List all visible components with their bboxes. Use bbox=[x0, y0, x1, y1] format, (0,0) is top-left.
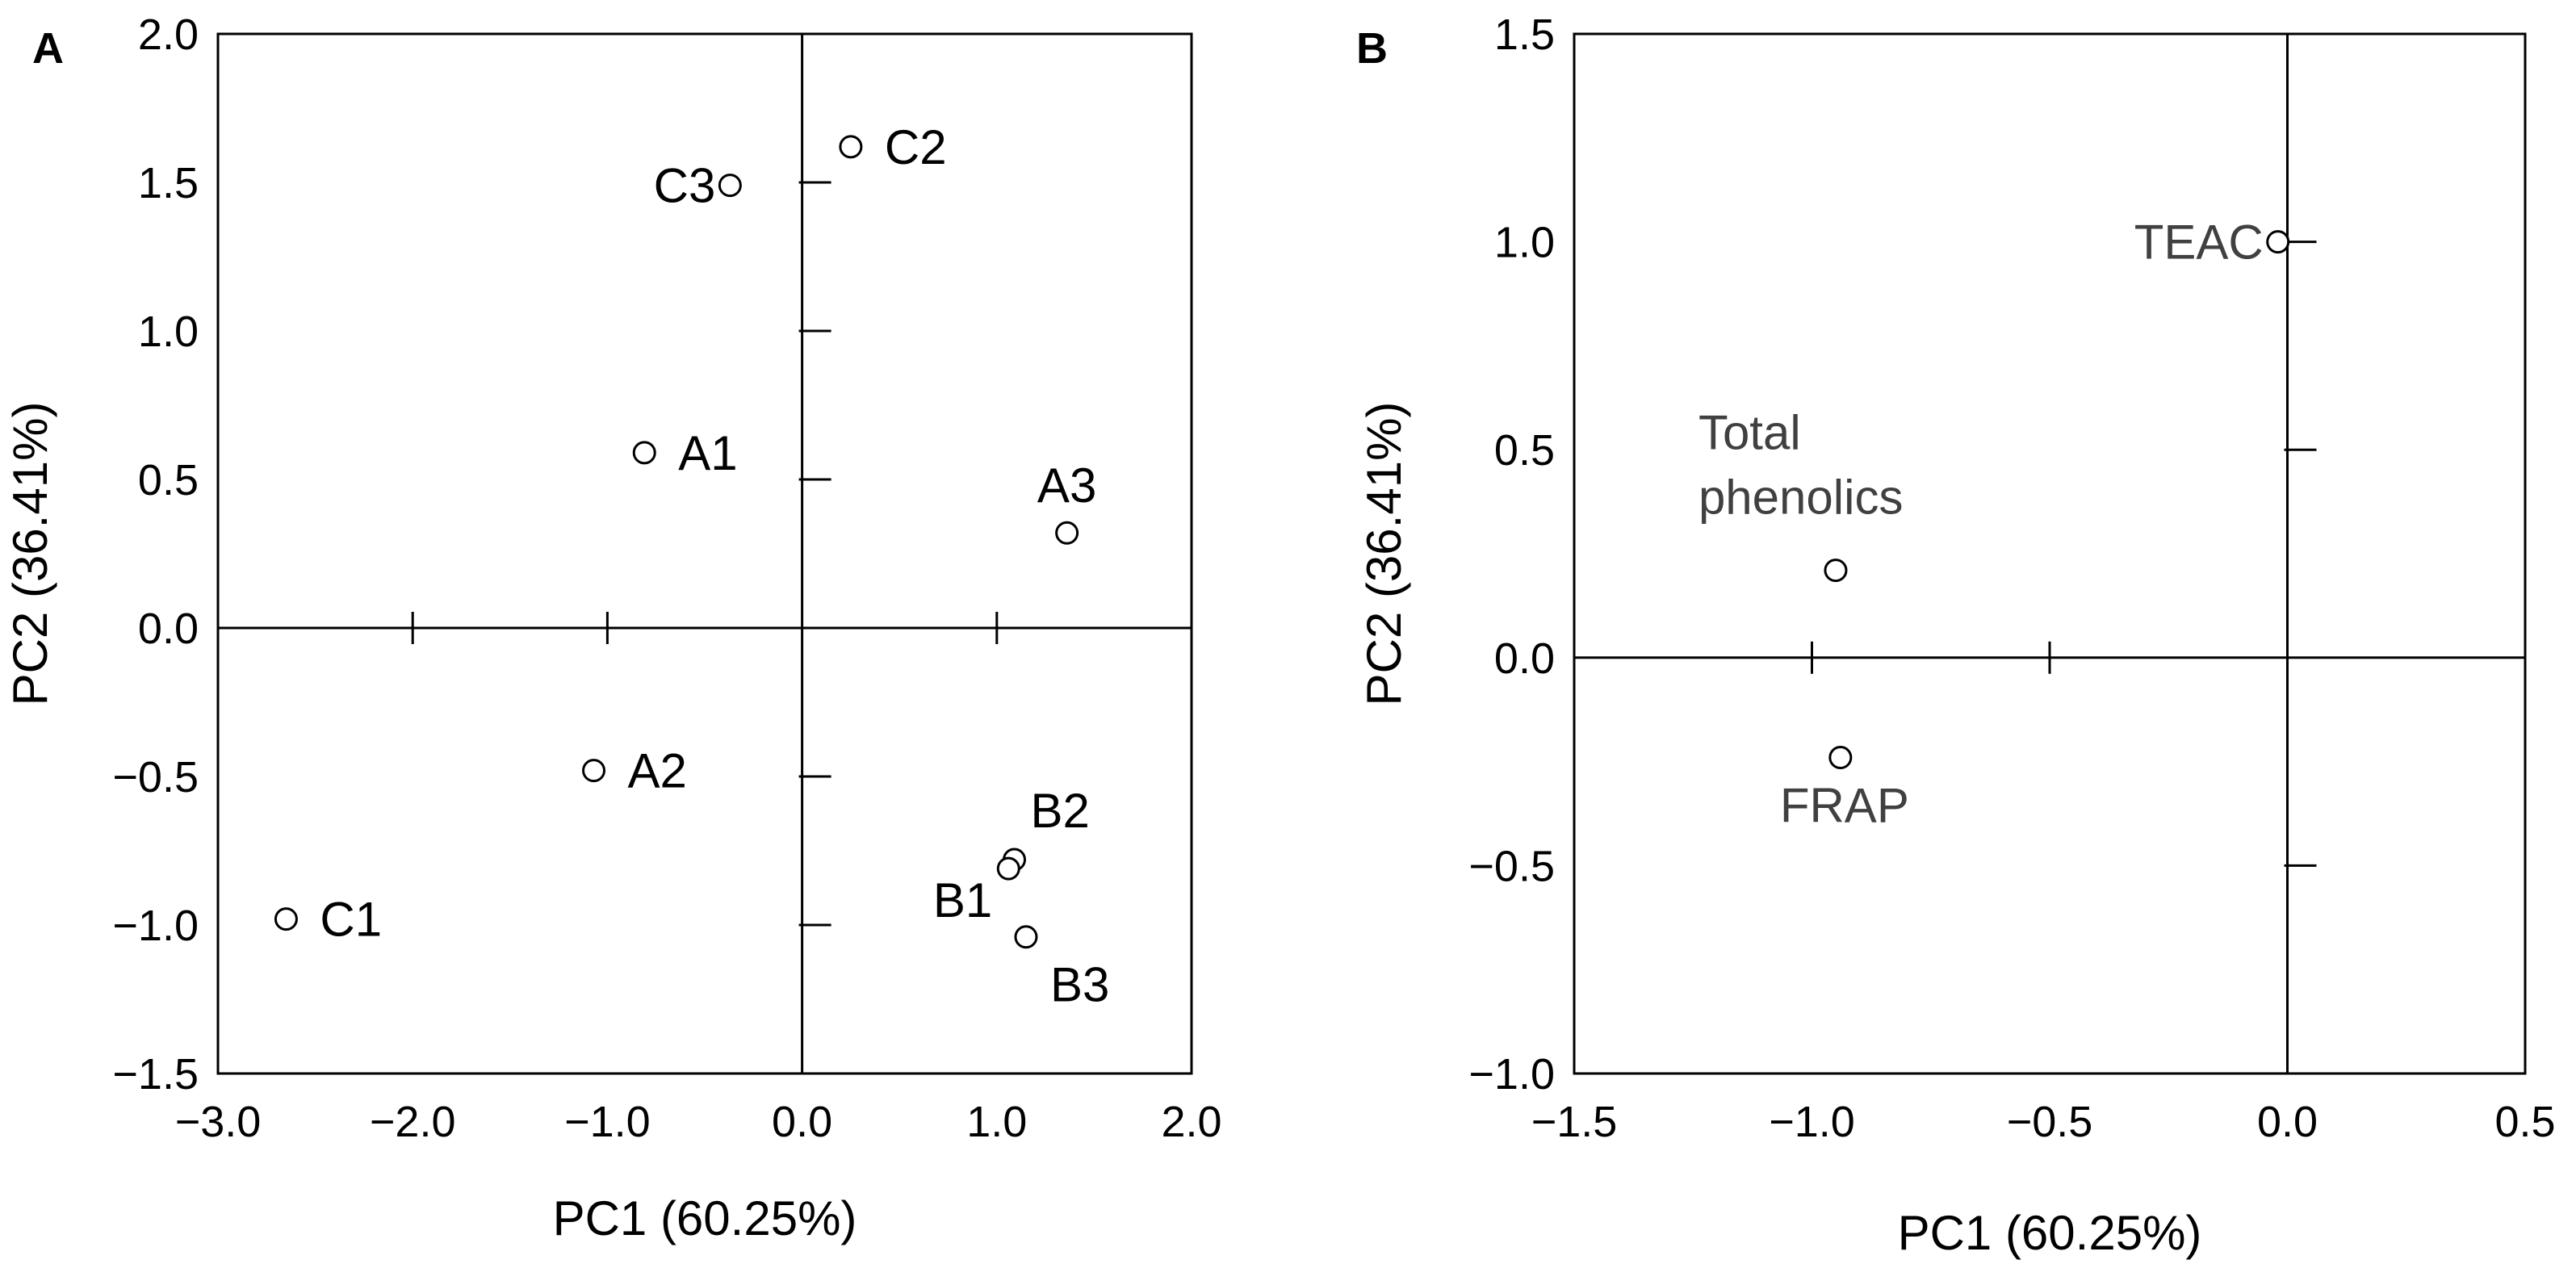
point-label-line: B3 bbox=[1050, 958, 1109, 1012]
data-point bbox=[839, 135, 863, 159]
y-tick-label: 1.5 bbox=[1494, 10, 1555, 59]
plot-frame bbox=[1573, 32, 2527, 1075]
x-axis-title: PC1 (60.25%) bbox=[553, 1191, 857, 1245]
data-point bbox=[1824, 559, 1848, 583]
point-label-line: B1 bbox=[933, 873, 992, 927]
point-label-line: FRAP bbox=[1780, 778, 1909, 832]
point-label: A1 bbox=[678, 426, 737, 480]
y-tick-label: −1.0 bbox=[1468, 1050, 1555, 1099]
point-label: Total phenolics bbox=[1698, 406, 1904, 525]
data-point bbox=[1828, 745, 1853, 769]
x-tick-label: −1.0 bbox=[1769, 1098, 1855, 1146]
data-point bbox=[582, 759, 606, 783]
y-axis-title: PC2 (36.41%) bbox=[3, 402, 57, 706]
x-tick-label: 0.5 bbox=[2494, 1098, 2555, 1146]
point-label-line: C1 bbox=[320, 893, 382, 947]
x-tick-label: 0.0 bbox=[2257, 1098, 2318, 1146]
point-label-line: C3 bbox=[654, 159, 716, 213]
point-label: C1 bbox=[320, 893, 382, 947]
point-label: A3 bbox=[1037, 458, 1096, 513]
panel-a: −3.0 −2.0 −1.0 0.0 1.0 2.0 −1.5 −1.0 −0.5 0.0 0.5 1… bbox=[3, 10, 1222, 1245]
point-label-line: B2 bbox=[1031, 784, 1090, 838]
x-tick-label: −0.5 bbox=[2007, 1098, 2093, 1146]
data-point bbox=[2266, 230, 2290, 254]
point-label-line: C2 bbox=[885, 120, 947, 174]
x-tick-label: −1.0 bbox=[564, 1098, 651, 1146]
x-tick-label: 2.0 bbox=[1161, 1098, 1221, 1146]
y-tick-label: −1.0 bbox=[112, 902, 199, 950]
point-label: B2 bbox=[1031, 784, 1090, 838]
x-tick-label: −3.0 bbox=[175, 1098, 262, 1146]
y-axis-title: PC2 (36.41%) bbox=[1357, 402, 1411, 706]
point-label-line: TEAC bbox=[2134, 216, 2264, 270]
x-tick-label: 1.0 bbox=[966, 1098, 1027, 1146]
data-point bbox=[1055, 521, 1079, 545]
data-point bbox=[274, 907, 298, 931]
point-label: C3 bbox=[654, 159, 716, 213]
x-tick-label: −2.0 bbox=[370, 1098, 456, 1146]
point-label: B1 bbox=[933, 873, 992, 927]
y-tick-label: 0.5 bbox=[138, 456, 199, 504]
point-label-line: A3 bbox=[1037, 458, 1096, 513]
plot-frame bbox=[216, 32, 1193, 1075]
panel-label: B bbox=[1356, 24, 1388, 73]
y-tick-label: −1.5 bbox=[112, 1050, 199, 1099]
y-tick-label: 0.0 bbox=[1494, 634, 1555, 683]
point-label-line: A2 bbox=[628, 744, 687, 798]
point-label-line: Total bbox=[1698, 406, 1801, 460]
y-tick-label: 0.5 bbox=[1494, 426, 1555, 475]
point-label-line: phenolics bbox=[1698, 471, 1904, 525]
point-label: B3 bbox=[1050, 958, 1109, 1012]
y-tick-label: 2.0 bbox=[138, 10, 199, 59]
y-tick-label: 1.5 bbox=[138, 159, 199, 207]
point-label: A2 bbox=[628, 744, 687, 798]
panel-label: A bbox=[32, 24, 64, 73]
y-tick-label: −0.5 bbox=[112, 753, 199, 802]
x-tick-label: 0.0 bbox=[772, 1098, 832, 1146]
y-tick-label: 1.0 bbox=[1494, 219, 1555, 267]
point-label: FRAP bbox=[1780, 778, 1909, 832]
panel-b: −1.5 −1.0 −0.5 0.0 0.5−1.0−0.50.00.51.01.5PC… bbox=[1356, 10, 2556, 1260]
y-tick-label: 1.0 bbox=[138, 308, 199, 356]
data-point bbox=[632, 441, 656, 465]
data-point bbox=[996, 856, 1020, 881]
point-label-line: A1 bbox=[678, 426, 737, 480]
data-point bbox=[718, 174, 742, 198]
point-label: C2 bbox=[885, 120, 947, 174]
data-point bbox=[1014, 925, 1038, 949]
y-tick-label: 0.0 bbox=[138, 605, 199, 653]
x-tick-label: −1.5 bbox=[1531, 1098, 1618, 1146]
x-axis-title: PC1 (60.25%) bbox=[1898, 1206, 2202, 1260]
point-label: TEAC bbox=[2134, 216, 2264, 270]
y-tick-label: −0.5 bbox=[1468, 842, 1555, 890]
